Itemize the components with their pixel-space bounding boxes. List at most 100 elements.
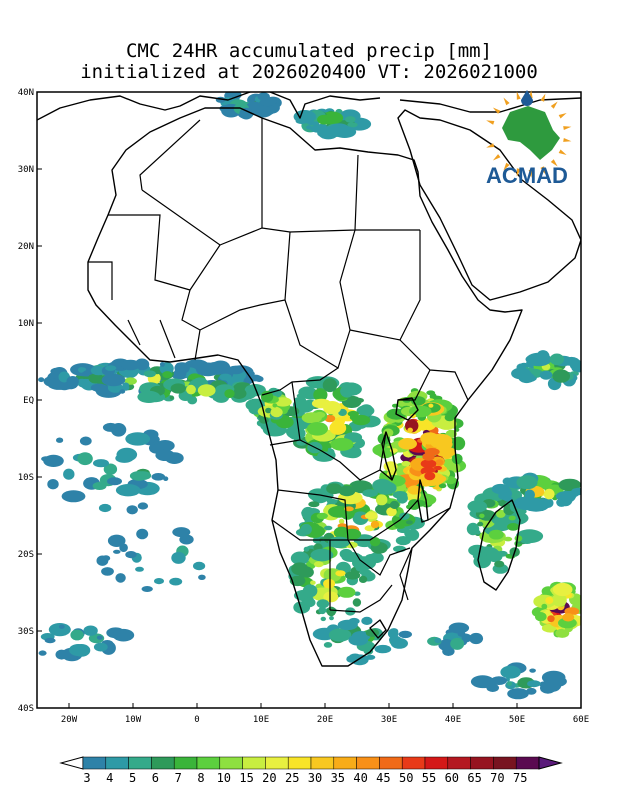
precip-cell [262,424,278,432]
precip-cell [353,591,361,596]
precip-cell [329,616,334,621]
precip-cell [330,437,354,451]
precip-cell [254,105,273,118]
precip-cell [303,546,310,552]
precip-cell [370,520,380,529]
lon-tick-label: 40E [445,715,461,725]
precip-cell [47,479,59,490]
precip-cell [558,478,581,492]
precip-cell [186,384,196,395]
precip-cell [41,456,51,462]
precip-cell [516,475,538,490]
arabia-coastline [397,109,581,301]
lesotho-outline [369,619,387,639]
acmad-logo-text: ACMAD [486,163,568,188]
precip-cell [259,416,269,424]
precip-cell [313,388,328,402]
sun-ray [516,91,521,100]
precip-cell [63,468,75,480]
precip-cell [302,584,318,598]
precip-cell [308,501,320,508]
precip-cell [434,465,442,471]
precip-cell [93,459,109,468]
precip-cell [169,395,174,400]
precip-cell [479,513,485,518]
precip-cell [442,639,451,644]
precip-cell [137,390,161,403]
precip-cell [320,616,326,622]
precip-cell [83,625,98,636]
precip-cell [362,489,378,497]
precip-cell [314,561,324,568]
precip-cell [317,451,331,462]
precip-cell [545,596,554,605]
precip-cell [540,682,556,694]
colorbar-label: 45 [376,771,390,785]
precip-cell [265,407,272,414]
lon-tick-label: 60E [573,715,589,725]
precip-cell [154,578,164,585]
precip-cell [155,449,175,461]
lon-tick-label: 30E [381,715,397,725]
precip-cell [143,370,156,378]
colorbar-label: 75 [513,771,527,785]
colorbar-swatch [173,756,198,770]
precip-cell [66,376,79,387]
precip-cell [169,577,183,586]
precip-cell [326,483,342,495]
precip-cell [327,123,351,137]
precip-cell [562,613,575,622]
precip-cell [398,438,417,450]
precip-cell [503,496,513,502]
precip-cell [329,421,347,435]
precip-cell [355,565,364,572]
precip-cell [429,435,436,442]
precip-cell [361,616,373,626]
precipitation-field [38,92,581,700]
precip-cell [159,362,165,367]
precip-cell [335,570,346,577]
precip-cell [55,649,68,660]
colorbar-swatch [151,756,175,770]
precip-cell [338,485,356,497]
colorbar-swatch [447,756,471,770]
precip-cell [514,535,523,542]
colorbar-label: 6 [152,771,159,785]
precip-cell [115,573,126,583]
precip-cell [359,404,374,417]
precip-cell [78,367,85,373]
precip-cell [311,120,320,126]
precip-cell [365,628,379,637]
precip-cell [61,490,86,503]
precip-cell [375,494,388,506]
precip-cell [352,414,371,426]
precip-cell [551,593,567,607]
precip-cell [105,365,117,371]
precip-cell [153,440,159,445]
precip-cell [451,453,463,465]
colorbar-swatch [379,756,403,770]
lon-tick-label: 0 [194,715,199,725]
precip-cell [322,378,338,393]
coastlines [37,92,581,667]
precip-cell [448,622,470,634]
precip-cell [428,403,434,408]
precip-cell [113,549,121,554]
precip-cell [454,427,460,432]
sun-ray [492,154,501,161]
precip-cell [120,359,141,371]
precip-cell [563,356,580,366]
precip-cell [96,555,109,566]
lon-tick-label: 10W [125,715,142,725]
precip-cell [491,483,510,495]
africa-continent-icon [502,106,560,160]
precip-cell [193,561,206,571]
precip-cell [344,571,361,580]
precip-cell [424,471,436,481]
map-title-line1: CMC 24HR accumulated precip [mm] [125,40,493,62]
precip-cell [70,629,84,641]
precip-cell [101,373,126,387]
precip-cell [306,422,328,436]
precip-cell [112,628,135,642]
